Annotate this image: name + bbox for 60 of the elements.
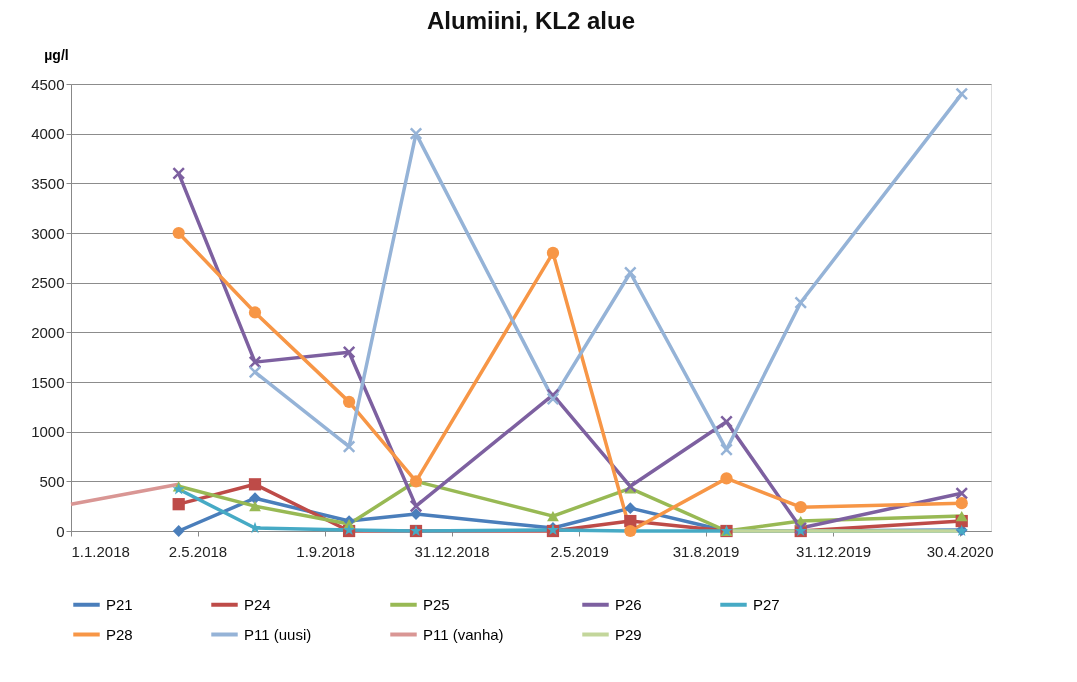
point	[248, 365, 262, 379]
legend-label: P28	[106, 625, 133, 643]
point	[248, 306, 262, 319]
y-tick-label: 3000	[31, 224, 65, 242]
point	[955, 486, 969, 500]
legend-label: P21	[106, 595, 133, 613]
y-tick-label: 0	[56, 522, 65, 540]
point	[546, 246, 560, 259]
y-axis-title: µg/l	[44, 46, 69, 63]
x-tick-label: 2.5.2019	[550, 542, 609, 560]
point	[623, 266, 637, 280]
x-tick-label: 2.5.2018	[168, 542, 228, 560]
point	[342, 395, 356, 408]
x-tick-label: 1.9.2018	[296, 542, 355, 560]
point	[248, 521, 262, 534]
point	[172, 226, 185, 240]
point	[342, 345, 356, 359]
point	[342, 440, 356, 454]
point	[172, 525, 185, 537]
point	[623, 479, 637, 493]
x-tick-label: 30.4.2020	[926, 542, 994, 560]
point	[248, 478, 262, 491]
point	[547, 510, 559, 522]
x-tick-label: 31.12.2018	[414, 542, 490, 560]
legend-label: P27	[753, 595, 780, 613]
y-tick-label: 4000	[31, 125, 65, 143]
point	[172, 166, 186, 180]
legend-label: P26	[615, 595, 642, 613]
point	[624, 502, 637, 515]
point	[794, 501, 807, 514]
point	[955, 510, 968, 522]
point	[249, 501, 261, 512]
point	[720, 415, 733, 429]
point	[720, 443, 733, 457]
y-tick-label: 2000	[31, 323, 65, 341]
y-tick-label: 500	[39, 472, 65, 490]
point	[546, 392, 560, 406]
legend-label: P29	[615, 625, 642, 643]
point	[955, 497, 968, 510]
x-tick-label: 31.12.2019	[796, 542, 872, 560]
y-tick-label: 2500	[31, 274, 65, 292]
legend-label: P11 (vanha)	[423, 625, 504, 643]
point	[172, 498, 185, 511]
x-tick-label: 31.8.2019	[672, 542, 740, 560]
legend-label: P24	[244, 595, 271, 613]
point	[955, 87, 969, 101]
point	[720, 472, 733, 485]
point	[409, 127, 423, 141]
x-tick-label: 1.1.2018	[71, 542, 130, 560]
chart-title: Alumiini, KL2 alue	[426, 7, 636, 34]
legend-label: P11 (uusi)	[244, 625, 312, 643]
legend-label: P25	[423, 595, 450, 613]
y-tick-label: 4500	[31, 75, 65, 93]
point	[409, 499, 423, 513]
point	[794, 296, 808, 310]
point	[410, 508, 422, 521]
y-tick-label: 1000	[31, 423, 65, 441]
y-tick-label: 3500	[31, 174, 65, 192]
y-tick-label: 1500	[31, 373, 65, 391]
point	[248, 355, 262, 369]
